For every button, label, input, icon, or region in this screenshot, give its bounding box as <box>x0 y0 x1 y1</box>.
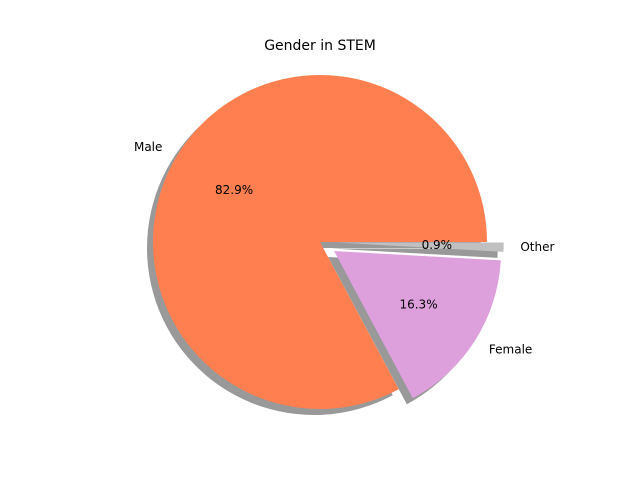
slice-label-other: Other <box>520 240 554 254</box>
slice-label-female: Female <box>489 342 532 356</box>
slice-label-male: Male <box>134 140 162 154</box>
pie-slice-other <box>336 242 504 252</box>
percent-label-female: 16.3% <box>399 297 437 311</box>
chart-title: Gender in STEM <box>264 38 376 54</box>
pie-slice-female <box>334 250 501 399</box>
pie-labels: Male 82.9% Female 16.3% Other 0.9% <box>134 140 554 356</box>
pie-slices <box>153 75 504 410</box>
slice-shadow-other <box>330 248 498 258</box>
percent-label-male: 82.9% <box>215 183 253 197</box>
pie-slice-male <box>153 75 487 410</box>
percent-label-other: 0.9% <box>422 238 453 252</box>
